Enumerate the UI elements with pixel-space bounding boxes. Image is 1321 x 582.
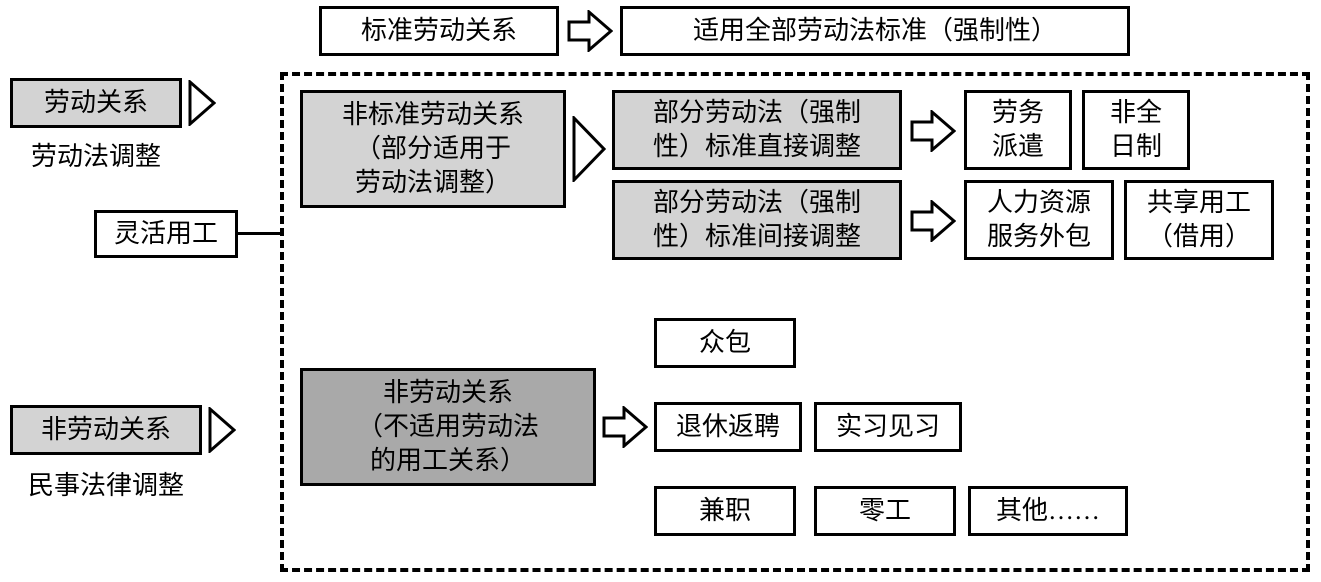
partial-direct-text: 部分劳动法（强制 性）标准直接调整 [653,96,861,164]
internship-text: 实习见习 [836,410,940,444]
connector-flexible [238,232,280,235]
hr-outsourcing-box: 人力资源 服务外包 [964,180,1114,260]
concurrent-job-box: 兼职 [654,486,796,536]
labor-law-adj-label: 劳动法调整 [10,136,182,173]
partial-direct-box: 部分劳动法（强制 性）标准直接调整 [612,90,902,170]
arrow-non-labor-employment [602,406,648,448]
flexible-employment-box: 灵活用工 [94,210,238,258]
apply-all-labor-law-text: 适用全部劳动法标准（强制性） [693,14,1057,48]
flexible-employment-text: 灵活用工 [114,217,218,251]
labor-dispatch-text: 劳务 派遣 [992,96,1044,164]
non-labor-employment-box: 非劳动关系 （不适用劳动法 的用工关系） [300,368,596,486]
retired-rehire-text: 退休返聘 [676,410,780,444]
others-text: 其他…… [996,494,1100,528]
standard-labor-box: 标准劳动关系 [319,6,559,56]
labor-relation-box: 劳动关系 [10,78,182,128]
arrow-partial-direct [910,110,956,152]
gig-work-text: 零工 [859,494,911,528]
shared-employment-box: 共享用工 （借用） [1124,180,1274,260]
crowdsourcing-text: 众包 [699,326,751,360]
hr-outsourcing-text: 人力资源 服务外包 [987,186,1091,254]
others-box: 其他…… [968,486,1128,536]
non-labor-relation-box: 非劳动关系 [10,405,202,455]
arrow-non-labor-relation [208,407,236,453]
retired-rehire-box: 退休返聘 [654,402,802,452]
non-labor-relation-text: 非劳动关系 [41,413,171,447]
partial-indirect-text: 部分劳动法（强制 性）标准间接调整 [653,186,861,254]
civil-law-adj-label: 民事法律调整 [10,465,202,502]
non-labor-employment-text: 非劳动关系 （不适用劳动法 的用工关系） [357,376,539,477]
internship-box: 实习见习 [814,402,962,452]
standard-labor-text: 标准劳动关系 [361,14,517,48]
crowdsourcing-box: 众包 [654,318,796,368]
labor-dispatch-box: 劳务 派遣 [964,90,1072,170]
non-standard-labor-box: 非标准劳动关系 （部分适用于 劳动法调整） [300,90,566,208]
part-time-text: 非全 日制 [1110,96,1162,164]
arrow-labor-relation [188,80,216,126]
arrow-nonstandard [572,116,606,182]
concurrent-job-text: 兼职 [699,494,751,528]
shared-employment-text: 共享用工 （借用） [1147,186,1251,254]
partial-indirect-box: 部分劳动法（强制 性）标准间接调整 [612,180,902,260]
apply-all-labor-law-box: 适用全部劳动法标准（强制性） [620,6,1130,56]
gig-work-box: 零工 [814,486,956,536]
labor-relation-text: 劳动关系 [44,86,148,120]
non-standard-labor-text: 非标准劳动关系 （部分适用于 劳动法调整） [342,98,524,199]
part-time-box: 非全 日制 [1082,90,1190,170]
arrow-partial-indirect [910,200,956,242]
arrow-standard-to-apply [567,10,613,52]
